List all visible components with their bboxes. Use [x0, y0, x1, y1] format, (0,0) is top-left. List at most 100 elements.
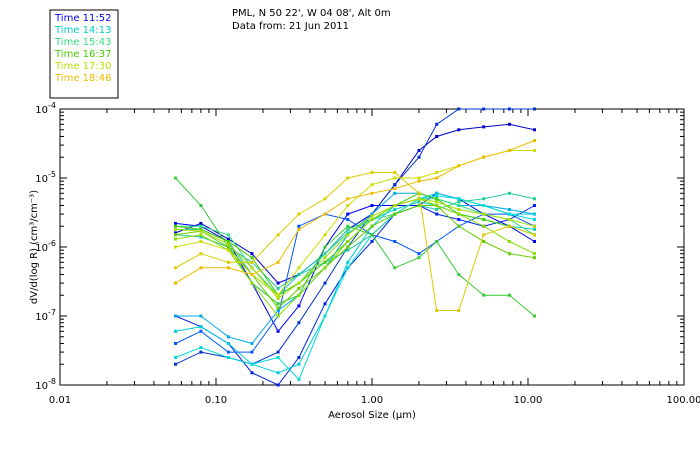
data-point — [199, 221, 203, 225]
data-point — [250, 281, 254, 285]
data-point — [276, 329, 280, 333]
axis-ticks: 0.01 0.10 1.00 10.00 100.00 10-8 10-7 10-6 10-5 1… — [35, 101, 700, 406]
data-point — [533, 314, 536, 318]
data-point — [507, 293, 511, 297]
data-point — [297, 304, 301, 308]
data-point — [533, 224, 536, 228]
data-point — [346, 176, 350, 180]
data-point — [250, 371, 254, 375]
data-point — [226, 356, 230, 359]
legend-entry: Time 14:13 — [54, 25, 111, 36]
data-point — [323, 266, 327, 270]
series-line — [174, 149, 536, 297]
data-point — [370, 191, 374, 195]
data-point — [507, 107, 511, 111]
data-point — [346, 240, 350, 243]
data-point — [174, 231, 177, 235]
data-point — [174, 237, 177, 241]
data-point — [276, 306, 280, 310]
data-point — [226, 266, 230, 270]
data-point — [457, 107, 461, 111]
data-point — [250, 252, 254, 256]
data-point — [457, 200, 461, 204]
data-point — [393, 266, 397, 270]
data-point — [174, 342, 177, 345]
data-point — [482, 212, 486, 216]
series-path — [175, 172, 535, 311]
data-point — [174, 362, 177, 366]
data-point — [417, 204, 421, 207]
data-point — [174, 356, 177, 359]
data-point — [323, 260, 327, 264]
data-point — [199, 325, 203, 329]
data-point — [482, 233, 486, 237]
data-point — [482, 197, 486, 201]
data-point — [174, 227, 177, 231]
data-point — [250, 260, 254, 264]
data-point — [174, 233, 177, 237]
data-point — [276, 233, 280, 237]
data-point — [457, 204, 461, 207]
data-point — [226, 240, 230, 243]
data-point — [370, 233, 374, 237]
data-point — [417, 191, 421, 195]
data-point — [507, 149, 511, 152]
series-path — [175, 198, 535, 317]
data-point — [199, 252, 203, 256]
data-point — [323, 314, 327, 318]
data-point — [250, 266, 254, 270]
data-point — [323, 233, 327, 237]
legend-entry: Time 18:46 — [54, 73, 111, 84]
data-point — [417, 252, 421, 256]
data-point — [457, 212, 461, 216]
data-point — [276, 296, 280, 300]
data-point — [323, 252, 327, 256]
series-path — [175, 198, 535, 296]
series-path — [175, 198, 535, 300]
data-point — [457, 218, 461, 221]
data-point — [370, 204, 374, 207]
data-point — [323, 197, 327, 201]
data-point — [174, 176, 177, 180]
data-point — [533, 240, 536, 243]
data-point — [226, 233, 230, 237]
data-point — [174, 314, 177, 318]
series-line — [174, 171, 536, 312]
data-point — [393, 240, 397, 243]
data-series — [174, 107, 536, 387]
data-point — [533, 197, 536, 201]
legend-entry: Time 16:37 — [54, 49, 111, 60]
data-point — [507, 240, 511, 243]
data-point — [250, 362, 254, 366]
data-point — [276, 287, 280, 290]
y-tick-label: 10-5 — [35, 170, 56, 185]
data-point — [417, 197, 421, 201]
data-point — [457, 224, 461, 228]
data-point — [346, 227, 350, 231]
data-point — [482, 224, 486, 228]
data-point — [507, 191, 511, 195]
data-point — [346, 197, 350, 201]
data-point — [174, 281, 177, 285]
data-point — [533, 139, 536, 142]
data-point — [276, 260, 280, 264]
data-point — [346, 233, 350, 237]
data-point — [435, 122, 439, 126]
data-point — [482, 155, 486, 159]
data-point — [297, 287, 301, 290]
data-point — [370, 224, 374, 228]
data-point — [199, 314, 203, 318]
data-point — [297, 281, 301, 285]
legend: Time 11:52 Time 14:13 Time 15:43 Time 16… — [54, 13, 111, 84]
data-point — [435, 191, 439, 195]
data-point — [226, 248, 230, 252]
data-point — [276, 371, 280, 375]
data-point — [250, 273, 254, 276]
data-point — [323, 302, 327, 306]
data-point — [507, 122, 511, 126]
legend-entry: Time 17:30 — [54, 61, 111, 72]
data-point — [417, 179, 421, 183]
data-point — [393, 176, 397, 180]
data-point — [533, 204, 536, 207]
data-point — [457, 273, 461, 276]
